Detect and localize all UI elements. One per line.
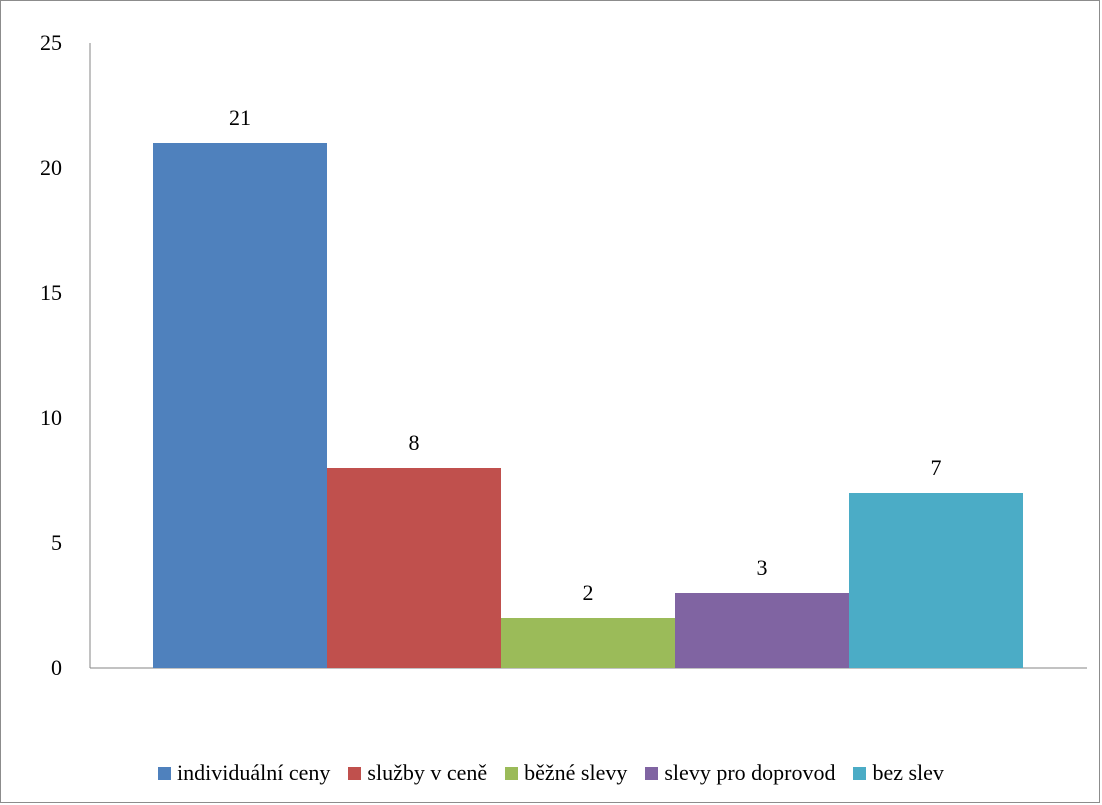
legend-item: bez slev [853,760,944,786]
chart-legend: individuální ceny služby v ceně běžné slev… [0,760,1102,786]
bar-value-label: 7 [931,455,942,480]
legend-swatch [645,766,659,780]
legend-swatch [853,766,867,780]
chart-bars [153,143,1023,668]
legend-item: běžné slevy [505,760,627,786]
legend-label: slevy pro doprovod [664,760,836,785]
chart-data-labels: 21 8 2 3 7 [229,105,942,605]
bar-value-label: 2 [583,580,594,605]
bar-chart: 0 5 10 15 20 25 21 8 2 3 7 [40,30,1087,680]
legend-label: služby v ceně [367,760,488,785]
y-tick-label: 20 [40,155,62,180]
legend-item: individuální ceny [158,760,330,786]
legend-swatch [158,766,172,780]
bar [675,593,849,668]
bar [849,493,1023,668]
y-tick-label: 5 [51,530,62,555]
bar-value-label: 3 [757,555,768,580]
y-tick-label: 25 [40,30,62,55]
legend-swatch [505,766,519,780]
legend-item: slevy pro doprovod [645,760,835,786]
bar [153,143,327,668]
y-tick-label: 10 [40,405,62,430]
legend-label: běžné slevy [524,760,628,785]
bar [327,468,501,668]
legend-label: individuální ceny [177,760,331,785]
legend-item: služby v ceně [348,760,487,786]
bar-value-label: 8 [409,430,420,455]
y-tick-label: 15 [40,280,62,305]
legend-swatch [348,766,362,780]
y-tick-label: 0 [51,655,62,680]
legend-label: bez slev [872,760,944,785]
bar [501,618,675,668]
bar-value-label: 21 [229,105,251,130]
